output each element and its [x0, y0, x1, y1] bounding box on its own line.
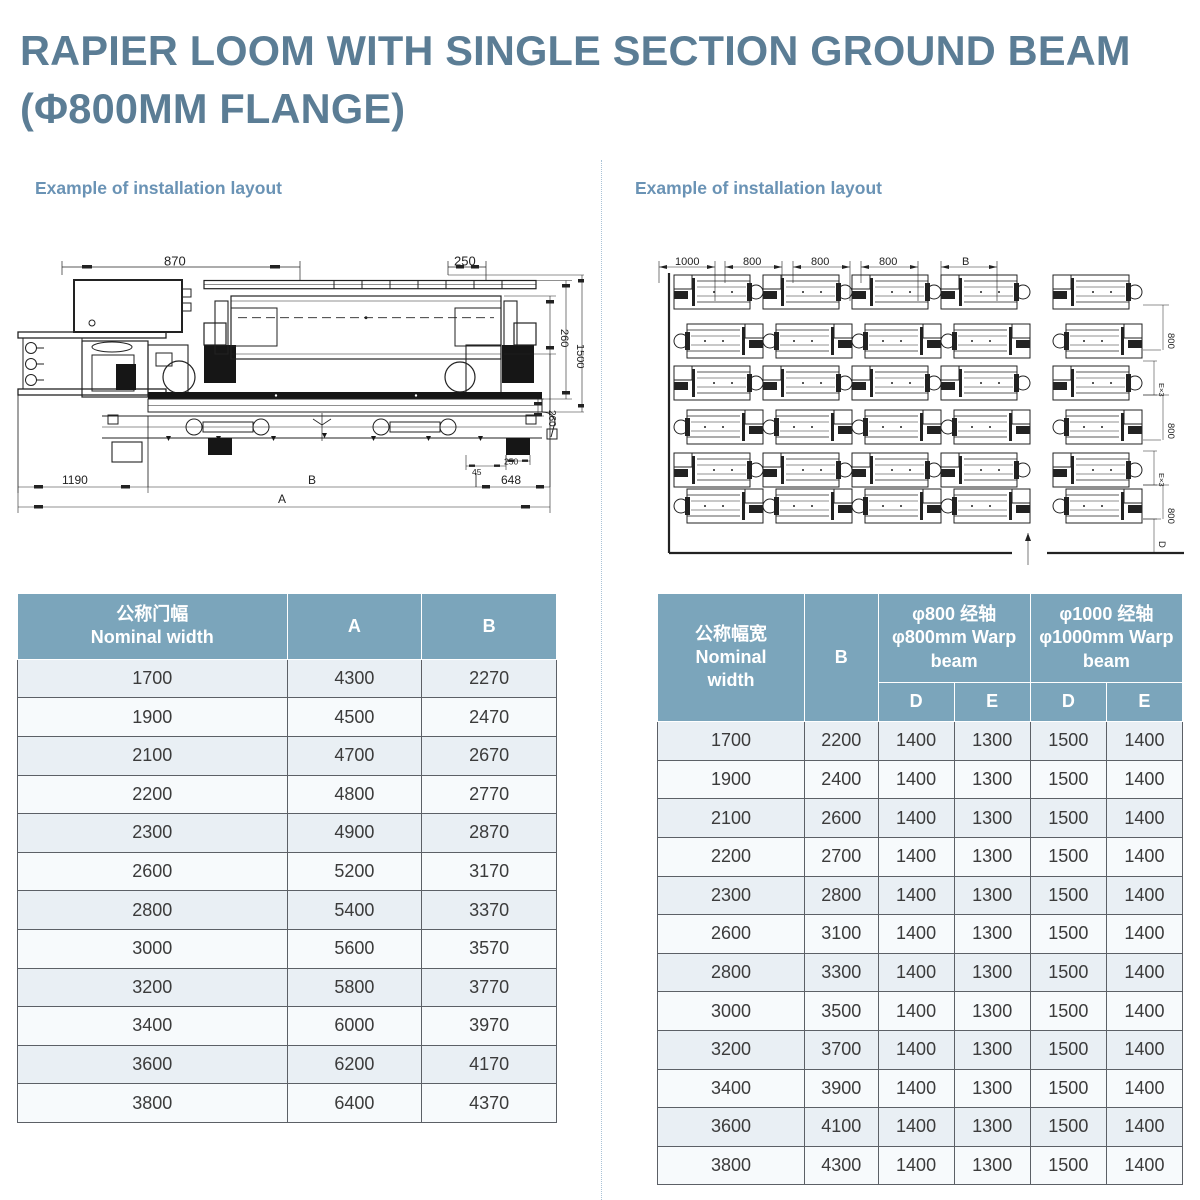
svg-text:250: 250	[454, 254, 476, 269]
svg-text:800: 800	[1165, 508, 1176, 524]
svg-text:870: 870	[164, 254, 186, 269]
svg-text:648: 648	[501, 473, 521, 487]
svg-text:1000: 1000	[675, 256, 699, 268]
svg-text:260: 260	[546, 410, 557, 427]
svg-text:800: 800	[879, 256, 897, 268]
svg-text:A: A	[278, 492, 286, 506]
svg-text:E×3: E×3	[1157, 473, 1166, 487]
svg-text:1190: 1190	[62, 473, 88, 487]
svg-text:800: 800	[811, 256, 829, 268]
svg-text:45: 45	[472, 467, 482, 477]
svg-text:D: D	[1156, 541, 1167, 548]
svg-text:B: B	[962, 256, 969, 268]
svg-text:E×3: E×3	[1157, 383, 1166, 397]
svg-text:800: 800	[1165, 333, 1176, 349]
svg-text:260: 260	[558, 329, 570, 347]
svg-text:800: 800	[1165, 423, 1176, 439]
svg-text:B: B	[308, 473, 316, 487]
svg-text:1500: 1500	[574, 344, 584, 368]
svg-text:800: 800	[743, 256, 761, 268]
